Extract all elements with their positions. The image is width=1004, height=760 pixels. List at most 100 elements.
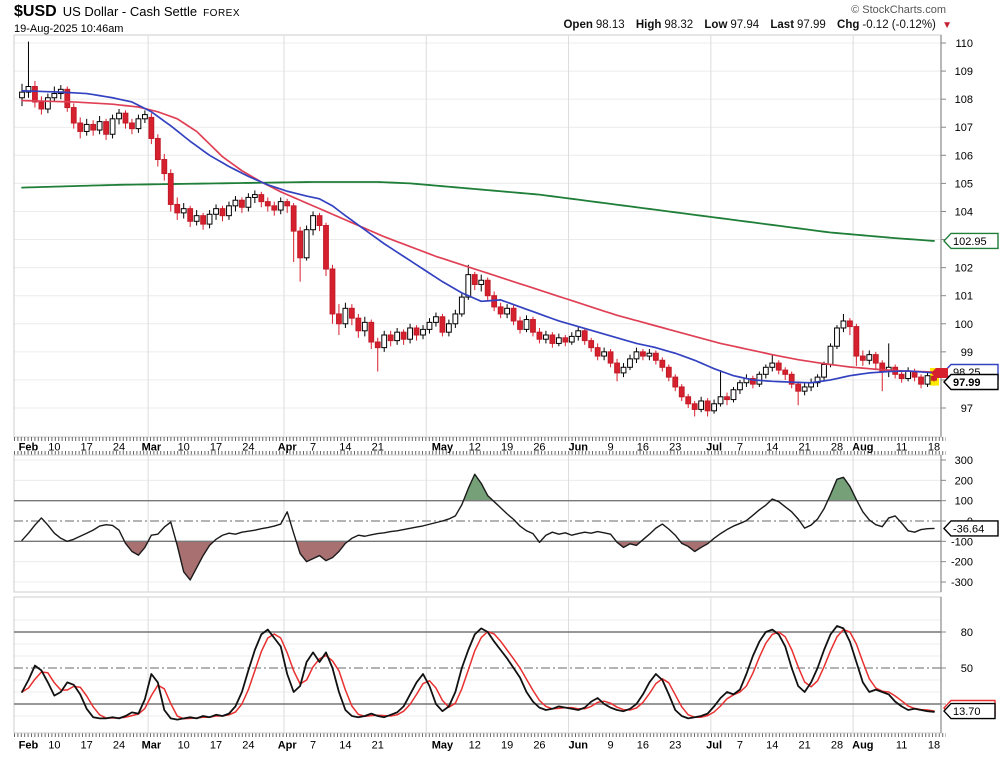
- svg-text:104: 104: [955, 206, 973, 218]
- svg-text:26: 26: [533, 442, 545, 454]
- svg-text:300: 300: [955, 455, 973, 467]
- svg-text:May: May: [432, 740, 454, 752]
- ticker-description: US Dollar - Cash Settle: [62, 4, 198, 19]
- svg-text:9: 9: [608, 740, 614, 752]
- svg-text:102: 102: [955, 263, 973, 275]
- title-row: $USD US Dollar - Cash Settle FOREX: [14, 3, 240, 21]
- svg-text:Feb: Feb: [19, 740, 39, 752]
- svg-text:14: 14: [766, 442, 778, 454]
- svg-text:Jul: Jul: [706, 442, 722, 454]
- oscillator-pos-fill: [463, 474, 857, 501]
- svg-text:Jun: Jun: [568, 740, 588, 752]
- svg-text:Jul: Jul: [706, 740, 722, 752]
- svg-text:Apr: Apr: [278, 740, 298, 752]
- svg-text:106: 106: [955, 150, 973, 162]
- svg-text:21: 21: [372, 740, 384, 752]
- svg-text:110: 110: [955, 38, 973, 50]
- svg-text:Apr: Apr: [278, 442, 298, 454]
- main-price-panel: 9798991001011021031041051061071081091101…: [13, 34, 999, 438]
- x-axis-dates: Feb Feb 10 10 17 17 24 24 Mar Mar 10 10 17 17 24 24 Apr A…: [14, 437, 946, 752]
- oscillator-value-label: -36.64: [943, 520, 999, 537]
- svg-text:101: 101: [955, 291, 973, 303]
- ma-slow-line: [21, 99, 935, 373]
- change-down-icon[interactable]: ▼: [942, 20, 952, 31]
- stoch-value-label: 13.70: [943, 699, 996, 720]
- svg-text:19: 19: [501, 442, 513, 454]
- low-value: 97.94: [730, 19, 760, 31]
- svg-text:50: 50: [961, 663, 973, 675]
- ma-200-line: [21, 181, 935, 242]
- svg-text:-200: -200: [951, 557, 973, 569]
- svg-text:17: 17: [81, 442, 93, 454]
- svg-text:102.95: 102.95: [953, 236, 987, 248]
- svg-text:18: 18: [928, 442, 940, 454]
- svg-text:100: 100: [955, 496, 973, 508]
- oscillator-panel: 3002001000-100-200-300-36.64: [13, 454, 999, 593]
- svg-text:-36.64: -36.64: [953, 523, 984, 535]
- svg-text:97: 97: [961, 403, 973, 415]
- svg-text:26: 26: [533, 740, 545, 752]
- open-label: Open: [563, 19, 593, 31]
- svg-text:21: 21: [799, 740, 811, 752]
- high-value: 98.32: [664, 19, 694, 31]
- svg-text:14: 14: [339, 740, 351, 752]
- svg-text:12: 12: [469, 740, 481, 752]
- svg-text:11: 11: [896, 740, 907, 752]
- last-value: 97.99: [797, 19, 826, 31]
- svg-text:Feb: Feb: [19, 442, 39, 454]
- svg-text:10: 10: [178, 740, 190, 752]
- svg-text:23: 23: [669, 442, 681, 454]
- ticker-symbol: $USD: [14, 3, 57, 20]
- svg-text:16: 16: [637, 442, 649, 454]
- copyright: © StockCharts.com: [851, 4, 946, 16]
- svg-text:19: 19: [501, 740, 513, 752]
- svg-text:97.99: 97.99: [953, 377, 981, 389]
- svg-text:24: 24: [242, 442, 254, 454]
- svg-text:16: 16: [637, 740, 649, 752]
- chart-header: $USD US Dollar - Cash Settle FOREX 19-Au…: [14, 3, 240, 35]
- stoch-y-axis: 805020: [941, 627, 973, 711]
- svg-text:Aug: Aug: [852, 442, 873, 454]
- svg-text:24: 24: [242, 740, 254, 752]
- svg-text:24: 24: [113, 442, 125, 454]
- svg-text:80: 80: [961, 627, 973, 639]
- stochastic-panel: 80502013.70: [13, 596, 996, 734]
- svg-text:10: 10: [178, 442, 190, 454]
- svg-text:Jun: Jun: [568, 442, 588, 454]
- last-label: Last: [770, 19, 795, 31]
- oscillator-neg-fill: [124, 541, 711, 580]
- svg-text:Mar: Mar: [142, 442, 162, 454]
- low-label: Low: [704, 19, 728, 31]
- svg-text:17: 17: [210, 740, 222, 752]
- svg-text:21: 21: [799, 442, 811, 454]
- svg-text:21: 21: [372, 442, 384, 454]
- stoch-main-line: [21, 625, 935, 721]
- svg-text:10: 10: [48, 442, 60, 454]
- svg-text:17: 17: [81, 740, 93, 752]
- open-value: 98.13: [595, 19, 625, 31]
- svg-text:7: 7: [310, 442, 316, 454]
- chart-timestamp: 19-Aug-2025 10:46am: [14, 23, 124, 35]
- chg-value: -0.12 (-0.12%): [862, 19, 936, 31]
- chg-label: Chg: [837, 19, 860, 31]
- svg-text:7: 7: [737, 442, 743, 454]
- svg-text:10: 10: [48, 740, 60, 752]
- svg-text:200: 200: [955, 475, 973, 487]
- svg-text:23: 23: [669, 740, 681, 752]
- svg-text:11: 11: [896, 442, 907, 454]
- exchange-label: FOREX: [203, 8, 241, 19]
- svg-text:14: 14: [339, 442, 351, 454]
- svg-text:17: 17: [210, 442, 222, 454]
- svg-text:28: 28: [831, 442, 843, 454]
- ohlc-quote-bar: Open 98.13 High 98.32 Low 97.94 Last 97.99 C…: [563, 19, 952, 31]
- svg-text:109: 109: [955, 66, 973, 78]
- svg-text:100: 100: [955, 319, 973, 331]
- svg-text:7: 7: [737, 740, 743, 752]
- svg-text:12: 12: [469, 442, 481, 454]
- main-gridlines: [13, 34, 942, 438]
- svg-text:Mar: Mar: [142, 740, 162, 752]
- svg-text:28: 28: [831, 740, 843, 752]
- svg-text:24: 24: [113, 740, 125, 752]
- svg-text:108: 108: [955, 94, 973, 106]
